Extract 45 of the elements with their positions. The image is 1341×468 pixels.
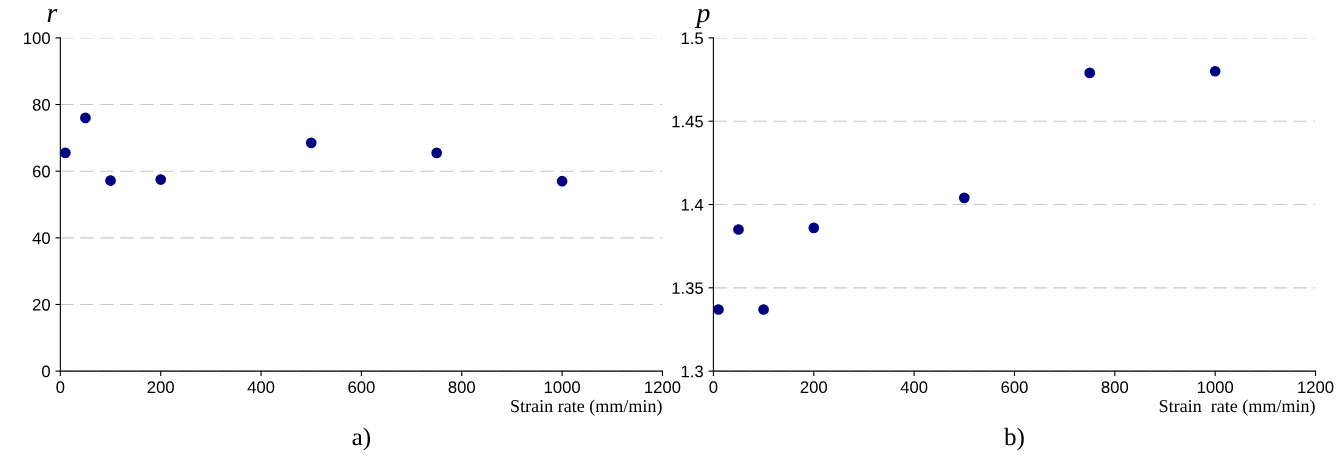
x-tick-label: 600 [348, 381, 375, 394]
y-tick-label: 0 [42, 365, 50, 378]
point [958, 192, 970, 204]
text: b) [1004, 427, 1024, 451]
point [80, 112, 91, 124]
x-tick-label: 1200 [645, 381, 681, 394]
point [556, 175, 568, 187]
y-tick-label: 1.4 [681, 199, 704, 211]
y-tick-label: 80 [32, 98, 50, 111]
x-tick-label: 1000 [544, 381, 580, 394]
point [1084, 67, 1096, 79]
x-tick-label: 600 [1001, 381, 1028, 394]
x-tick-label: 800 [448, 381, 475, 394]
x-tick-label: 0 [709, 381, 718, 394]
y-tick-label: 20 [32, 298, 50, 311]
x-axis-title: Strain rate (mm/min) [1159, 399, 1315, 416]
point [758, 304, 769, 315]
x-tick-label: 800 [1101, 381, 1129, 394]
y-tick-label: 1.5 [681, 32, 703, 45]
point [105, 175, 116, 186]
text: a) [352, 427, 371, 451]
x-tick-label: 0 [56, 381, 65, 394]
x-tick-label: 400 [900, 381, 928, 394]
y-tick-label: 1.45 [672, 115, 703, 128]
point [733, 224, 744, 235]
y-tick-label: 60 [32, 165, 50, 178]
x-tick-label: 1000 [1197, 381, 1234, 394]
y-tick-label: 40 [32, 232, 50, 245]
point [155, 174, 167, 185]
x-axis-title: Strain rate (mm/min) [511, 399, 662, 416]
y-axis-title: r [47, 8, 58, 22]
x-tick-label: 200 [800, 381, 828, 394]
y-axis-title: p [694, 8, 710, 28]
y-tick-label: 1.35 [672, 282, 703, 295]
point [808, 222, 820, 234]
y-tick-label: 1.3 [681, 365, 703, 378]
x-tick-label: 1200 [1298, 381, 1334, 394]
point [713, 304, 724, 315]
point [60, 147, 71, 159]
point [431, 147, 443, 159]
point [1209, 65, 1221, 77]
x-tick-label: 200 [147, 381, 174, 394]
x-tick-label: 400 [247, 381, 275, 394]
y-tick-label: 100 [24, 32, 50, 45]
point [305, 137, 317, 149]
